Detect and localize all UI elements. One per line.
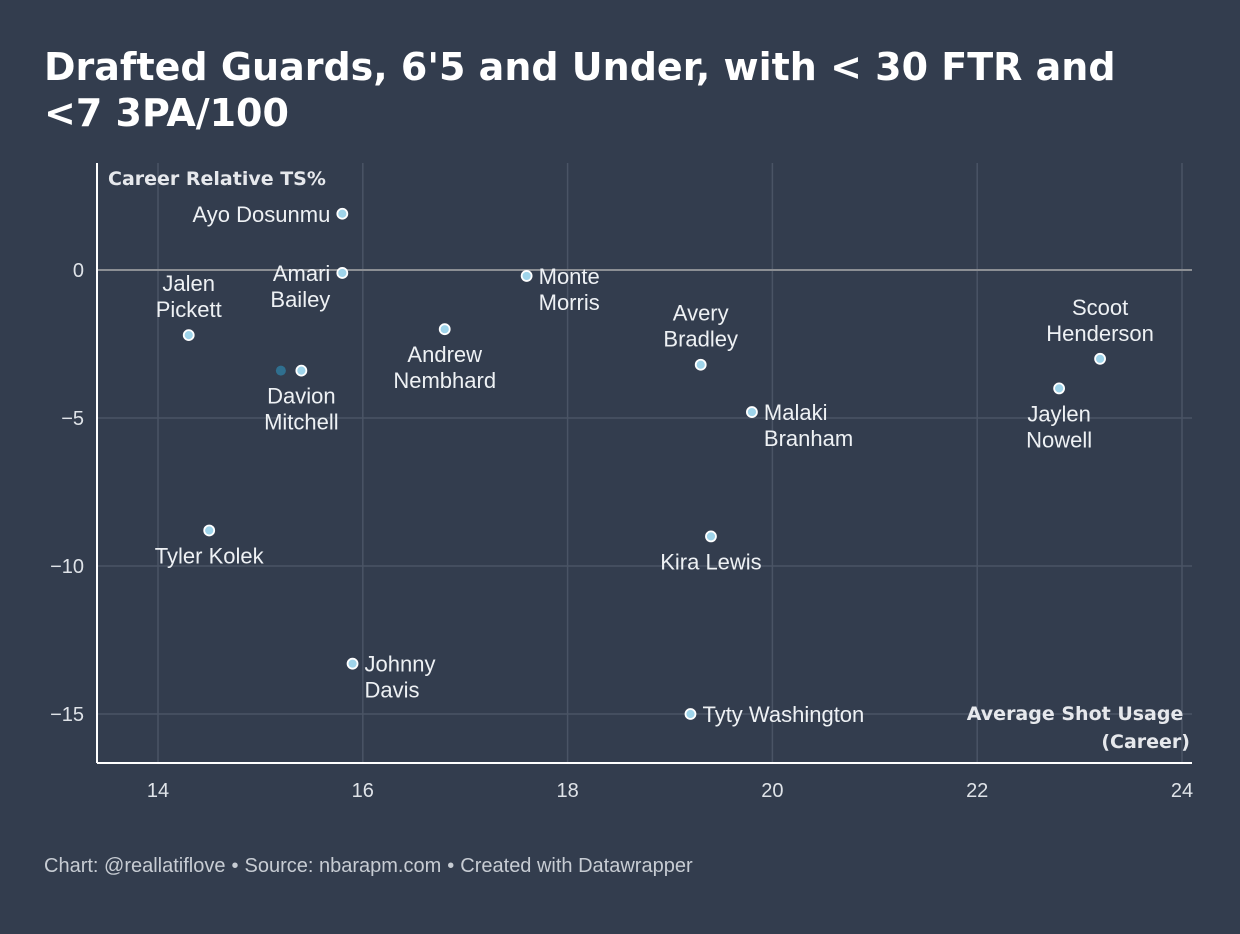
x-tick-label: 16 — [352, 780, 374, 802]
point-label: Ayo Dosunmu — [193, 202, 331, 227]
y-tick-label: −10 — [50, 556, 84, 578]
point-label: Jaylen Nowell — [1026, 401, 1092, 452]
y-tick-label: −5 — [61, 408, 84, 430]
x-tick-label: 18 — [556, 780, 578, 802]
data-point — [694, 358, 707, 371]
point-label: Tyty Washington — [702, 702, 864, 727]
point-label: Kira Lewis — [660, 549, 761, 574]
x-tick-label: 20 — [761, 780, 783, 802]
point-label: Monte Morris — [539, 264, 600, 315]
x-axis-title: Average Shot Usage (Career) — [967, 703, 1190, 753]
y-tick-label: 0 — [73, 260, 84, 282]
data-point — [336, 267, 349, 279]
axis-layer: 14 16 18 20 22 24 0 −5 −10 −15 — [50, 163, 1193, 802]
label-layer: Ayo Dosunmu Amari Bailey Jalen Pickett Monte M… — [155, 202, 1154, 727]
created-with: Created with Datawrapper — [460, 855, 693, 877]
data-point — [275, 365, 286, 376]
y-tick-label: −15 — [50, 704, 84, 726]
data-point — [1094, 352, 1106, 365]
chart-source: Source: nbarapm.com — [244, 855, 442, 877]
point-label: Andrew Nembhard — [393, 342, 496, 393]
data-point — [203, 524, 216, 537]
data-point — [684, 708, 697, 720]
chart-title: Drafted Guards, 6'5 and Under, with < 30… — [44, 45, 1116, 135]
data-point — [520, 270, 533, 282]
point-label: Jalen Pickett — [156, 271, 222, 322]
data-point — [336, 207, 349, 220]
point-label: Tyler Kolek — [155, 543, 265, 568]
x-tick-label: 24 — [1171, 780, 1193, 802]
point-label: Scoot Henderson — [1046, 295, 1154, 346]
data-point — [182, 329, 195, 342]
data-point — [295, 364, 308, 377]
y-axis-title: Career Relative TS% — [108, 168, 326, 190]
point-label: Johnny Davis — [365, 652, 436, 703]
grid-layer — [97, 163, 1192, 763]
data-point — [705, 530, 717, 543]
point-label: Malaki Branham — [764, 400, 853, 451]
x-tick-label: 22 — [966, 780, 988, 802]
point-label: Davion Mitchell — [264, 384, 339, 435]
point-label: Avery Bradley — [663, 301, 738, 352]
footer-separator: • — [231, 855, 239, 877]
data-point — [438, 323, 451, 336]
chart-footer: Chart: @reallatiflove • Source: nbarapm.co… — [44, 855, 693, 878]
data-point — [346, 657, 359, 670]
footer-separator: • — [447, 855, 455, 877]
chart-credit: Chart: @reallatiflove — [44, 855, 226, 877]
data-point — [746, 406, 758, 418]
x-tick-label: 14 — [147, 780, 169, 802]
point-label: Amari Bailey — [270, 261, 330, 312]
data-point — [1053, 382, 1066, 395]
point-layer — [182, 207, 1106, 720]
